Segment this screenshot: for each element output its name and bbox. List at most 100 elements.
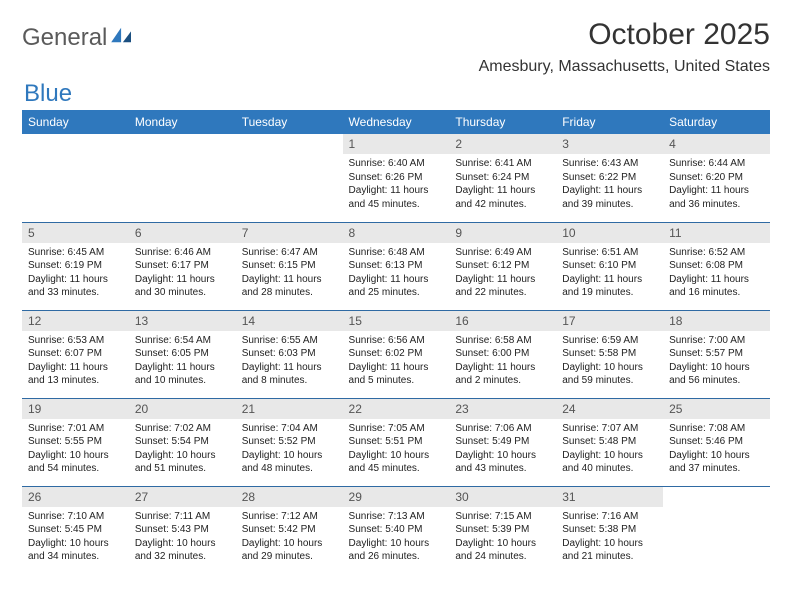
calendar-table: SundayMondayTuesdayWednesdayThursdayFrid… (22, 110, 770, 574)
calendar-cell: 12Sunrise: 6:53 AMSunset: 6:07 PMDayligh… (22, 310, 129, 398)
calendar-cell: 11Sunrise: 6:52 AMSunset: 6:08 PMDayligh… (663, 222, 770, 310)
day-number: 30 (449, 487, 556, 507)
calendar-cell: 15Sunrise: 6:56 AMSunset: 6:02 PMDayligh… (343, 310, 450, 398)
day-number: 28 (236, 487, 343, 507)
day-details: Sunrise: 7:00 AMSunset: 5:57 PMDaylight:… (663, 331, 770, 394)
calendar-cell: 24Sunrise: 7:07 AMSunset: 5:48 PMDayligh… (556, 398, 663, 486)
calendar-cell: 5Sunrise: 6:45 AMSunset: 6:19 PMDaylight… (22, 222, 129, 310)
calendar-cell: 22Sunrise: 7:05 AMSunset: 5:51 PMDayligh… (343, 398, 450, 486)
day-number: 31 (556, 487, 663, 507)
weekday-header: Saturday (663, 110, 770, 134)
day-number: 22 (343, 399, 450, 419)
calendar-cell: 3Sunrise: 6:43 AMSunset: 6:22 PMDaylight… (556, 134, 663, 222)
month-title: October 2025 (479, 18, 770, 52)
calendar-cell: 18Sunrise: 7:00 AMSunset: 5:57 PMDayligh… (663, 310, 770, 398)
day-details: Sunrise: 6:47 AMSunset: 6:15 PMDaylight:… (236, 243, 343, 306)
day-number: 16 (449, 311, 556, 331)
day-details: Sunrise: 6:58 AMSunset: 6:00 PMDaylight:… (449, 331, 556, 394)
day-details: Sunrise: 6:51 AMSunset: 6:10 PMDaylight:… (556, 243, 663, 306)
day-details: Sunrise: 6:41 AMSunset: 6:24 PMDaylight:… (449, 154, 556, 217)
weekday-header: Thursday (449, 110, 556, 134)
day-details: Sunrise: 7:05 AMSunset: 5:51 PMDaylight:… (343, 419, 450, 482)
day-number: 12 (22, 311, 129, 331)
day-number: 15 (343, 311, 450, 331)
logo-sail-icon (111, 26, 133, 44)
calendar-cell: 21Sunrise: 7:04 AMSunset: 5:52 PMDayligh… (236, 398, 343, 486)
calendar-cell: 26Sunrise: 7:10 AMSunset: 5:45 PMDayligh… (22, 486, 129, 574)
weekday-header: Sunday (22, 110, 129, 134)
calendar-cell: 27Sunrise: 7:11 AMSunset: 5:43 PMDayligh… (129, 486, 236, 574)
day-number: 20 (129, 399, 236, 419)
day-details: Sunrise: 6:55 AMSunset: 6:03 PMDaylight:… (236, 331, 343, 394)
weekday-header: Friday (556, 110, 663, 134)
day-details: Sunrise: 6:44 AMSunset: 6:20 PMDaylight:… (663, 154, 770, 217)
day-number: 24 (556, 399, 663, 419)
day-details: Sunrise: 6:56 AMSunset: 6:02 PMDaylight:… (343, 331, 450, 394)
day-details: Sunrise: 7:11 AMSunset: 5:43 PMDaylight:… (129, 507, 236, 570)
day-details: Sunrise: 6:59 AMSunset: 5:58 PMDaylight:… (556, 331, 663, 394)
day-number: 8 (343, 223, 450, 243)
calendar-cell: 19Sunrise: 7:01 AMSunset: 5:55 PMDayligh… (22, 398, 129, 486)
day-number: 7 (236, 223, 343, 243)
day-details: Sunrise: 7:13 AMSunset: 5:40 PMDaylight:… (343, 507, 450, 570)
calendar-page: General October 2025 Amesbury, Massachus… (0, 0, 792, 574)
day-number: 11 (663, 223, 770, 243)
calendar-cell (663, 486, 770, 574)
day-number: 1 (343, 134, 450, 154)
day-details: Sunrise: 6:52 AMSunset: 6:08 PMDaylight:… (663, 243, 770, 306)
calendar-cell (129, 134, 236, 222)
day-details: Sunrise: 6:40 AMSunset: 6:26 PMDaylight:… (343, 154, 450, 217)
calendar-cell: 13Sunrise: 6:54 AMSunset: 6:05 PMDayligh… (129, 310, 236, 398)
calendar-cell: 16Sunrise: 6:58 AMSunset: 6:00 PMDayligh… (449, 310, 556, 398)
calendar-week-row: 1Sunrise: 6:40 AMSunset: 6:26 PMDaylight… (22, 134, 770, 222)
calendar-cell: 7Sunrise: 6:47 AMSunset: 6:15 PMDaylight… (236, 222, 343, 310)
day-number: 3 (556, 134, 663, 154)
calendar-cell: 23Sunrise: 7:06 AMSunset: 5:49 PMDayligh… (449, 398, 556, 486)
calendar-head: SundayMondayTuesdayWednesdayThursdayFrid… (22, 110, 770, 134)
day-details: Sunrise: 6:49 AMSunset: 6:12 PMDaylight:… (449, 243, 556, 306)
day-details: Sunrise: 7:04 AMSunset: 5:52 PMDaylight:… (236, 419, 343, 482)
day-number: 5 (22, 223, 129, 243)
weekday-header: Monday (129, 110, 236, 134)
day-details: Sunrise: 6:53 AMSunset: 6:07 PMDaylight:… (22, 331, 129, 394)
calendar-cell (236, 134, 343, 222)
calendar-week-row: 12Sunrise: 6:53 AMSunset: 6:07 PMDayligh… (22, 310, 770, 398)
day-number: 13 (129, 311, 236, 331)
calendar-cell: 14Sunrise: 6:55 AMSunset: 6:03 PMDayligh… (236, 310, 343, 398)
calendar-cell: 25Sunrise: 7:08 AMSunset: 5:46 PMDayligh… (663, 398, 770, 486)
calendar-cell: 4Sunrise: 6:44 AMSunset: 6:20 PMDaylight… (663, 134, 770, 222)
day-details: Sunrise: 7:07 AMSunset: 5:48 PMDaylight:… (556, 419, 663, 482)
calendar-cell: 31Sunrise: 7:16 AMSunset: 5:38 PMDayligh… (556, 486, 663, 574)
day-number: 19 (22, 399, 129, 419)
calendar-week-row: 5Sunrise: 6:45 AMSunset: 6:19 PMDaylight… (22, 222, 770, 310)
calendar-cell: 17Sunrise: 6:59 AMSunset: 5:58 PMDayligh… (556, 310, 663, 398)
day-details: Sunrise: 7:10 AMSunset: 5:45 PMDaylight:… (22, 507, 129, 570)
day-details: Sunrise: 6:43 AMSunset: 6:22 PMDaylight:… (556, 154, 663, 217)
day-details: Sunrise: 7:01 AMSunset: 5:55 PMDaylight:… (22, 419, 129, 482)
day-details: Sunrise: 6:46 AMSunset: 6:17 PMDaylight:… (129, 243, 236, 306)
weekday-header: Tuesday (236, 110, 343, 134)
day-number: 6 (129, 223, 236, 243)
day-number: 9 (449, 223, 556, 243)
calendar-cell: 20Sunrise: 7:02 AMSunset: 5:54 PMDayligh… (129, 398, 236, 486)
day-number: 29 (343, 487, 450, 507)
calendar-cell: 6Sunrise: 6:46 AMSunset: 6:17 PMDaylight… (129, 222, 236, 310)
calendar-cell: 28Sunrise: 7:12 AMSunset: 5:42 PMDayligh… (236, 486, 343, 574)
day-details: Sunrise: 6:45 AMSunset: 6:19 PMDaylight:… (22, 243, 129, 306)
calendar-cell: 30Sunrise: 7:15 AMSunset: 5:39 PMDayligh… (449, 486, 556, 574)
day-number: 14 (236, 311, 343, 331)
day-number: 26 (22, 487, 129, 507)
day-details: Sunrise: 6:54 AMSunset: 6:05 PMDaylight:… (129, 331, 236, 394)
day-number: 10 (556, 223, 663, 243)
calendar-cell: 8Sunrise: 6:48 AMSunset: 6:13 PMDaylight… (343, 222, 450, 310)
weekday-header: Wednesday (343, 110, 450, 134)
calendar-body: 1Sunrise: 6:40 AMSunset: 6:26 PMDaylight… (22, 134, 770, 574)
day-number: 4 (663, 134, 770, 154)
day-number: 25 (663, 399, 770, 419)
calendar-cell: 10Sunrise: 6:51 AMSunset: 6:10 PMDayligh… (556, 222, 663, 310)
day-details: Sunrise: 7:02 AMSunset: 5:54 PMDaylight:… (129, 419, 236, 482)
calendar-cell (22, 134, 129, 222)
calendar-week-row: 26Sunrise: 7:10 AMSunset: 5:45 PMDayligh… (22, 486, 770, 574)
day-details: Sunrise: 7:15 AMSunset: 5:39 PMDaylight:… (449, 507, 556, 570)
day-number: 27 (129, 487, 236, 507)
